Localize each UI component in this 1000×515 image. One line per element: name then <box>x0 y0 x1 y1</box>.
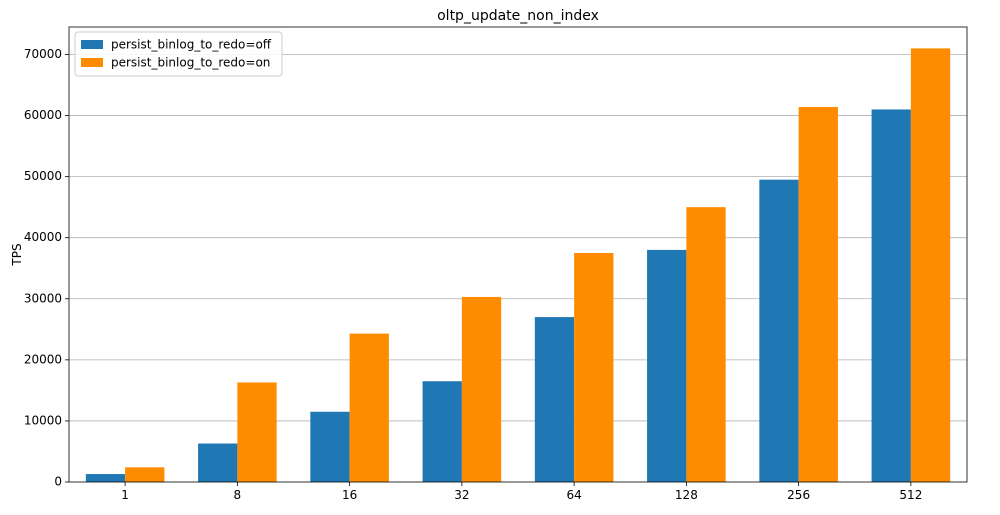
bar-on-8 <box>237 382 277 482</box>
x-tick-label: 64 <box>566 488 581 502</box>
bars <box>85 48 951 483</box>
y-tick-label: 50000 <box>24 169 62 183</box>
bar-on-32 <box>461 296 502 482</box>
legend-label: persist_binlog_to_redo=off <box>111 38 272 52</box>
x-tick-label: 16 <box>342 488 357 502</box>
bar-off-64 <box>534 317 575 482</box>
y-axis-label: TPS <box>10 243 24 266</box>
bar-on-64 <box>574 252 614 482</box>
x-tick-label: 128 <box>675 488 698 502</box>
bar-off-32 <box>422 381 462 482</box>
legend-box <box>74 31 283 77</box>
bar-off-1 <box>85 474 126 482</box>
bar-off-512 <box>871 109 911 483</box>
y-tick-label: 70000 <box>24 47 62 61</box>
y-tick-label: 40000 <box>24 230 62 244</box>
y-tick-label: 60000 <box>24 108 62 122</box>
y-tick-label: 0 <box>54 475 62 489</box>
legend-label: persist_binlog_to_redo=on <box>111 56 270 70</box>
y-tick-label: 30000 <box>24 291 62 305</box>
x-tick-label: 1 <box>121 488 129 502</box>
bar-off-128 <box>647 249 687 482</box>
axes: 0 10000 20000 30000 40000 50000 60000 70000 1 8 16… <box>24 26 968 502</box>
legend-swatch <box>81 40 103 49</box>
bar-on-16 <box>349 333 389 482</box>
legend-swatch <box>81 58 103 67</box>
legend: persist_binlog_to_redo=off persist_binlog… <box>74 31 283 77</box>
x-tick-label: 8 <box>234 488 242 502</box>
x-tick-label: 32 <box>454 488 469 502</box>
bar-on-1 <box>125 467 165 482</box>
plot-frame <box>68 26 968 483</box>
bar-on-512 <box>910 48 951 482</box>
x-tick-label: 256 <box>787 488 810 502</box>
bar-on-128 <box>686 207 726 482</box>
chart-title: oltp_update_non_index <box>437 8 599 24</box>
x-tick-label: 512 <box>899 488 922 502</box>
y-tick-label: 20000 <box>24 352 62 366</box>
bar-off-256 <box>759 179 799 482</box>
bar-off-8 <box>198 443 238 482</box>
bar-off-16 <box>310 411 350 482</box>
bar-on-256 <box>798 107 838 482</box>
y-tick-label: 10000 <box>24 413 62 427</box>
